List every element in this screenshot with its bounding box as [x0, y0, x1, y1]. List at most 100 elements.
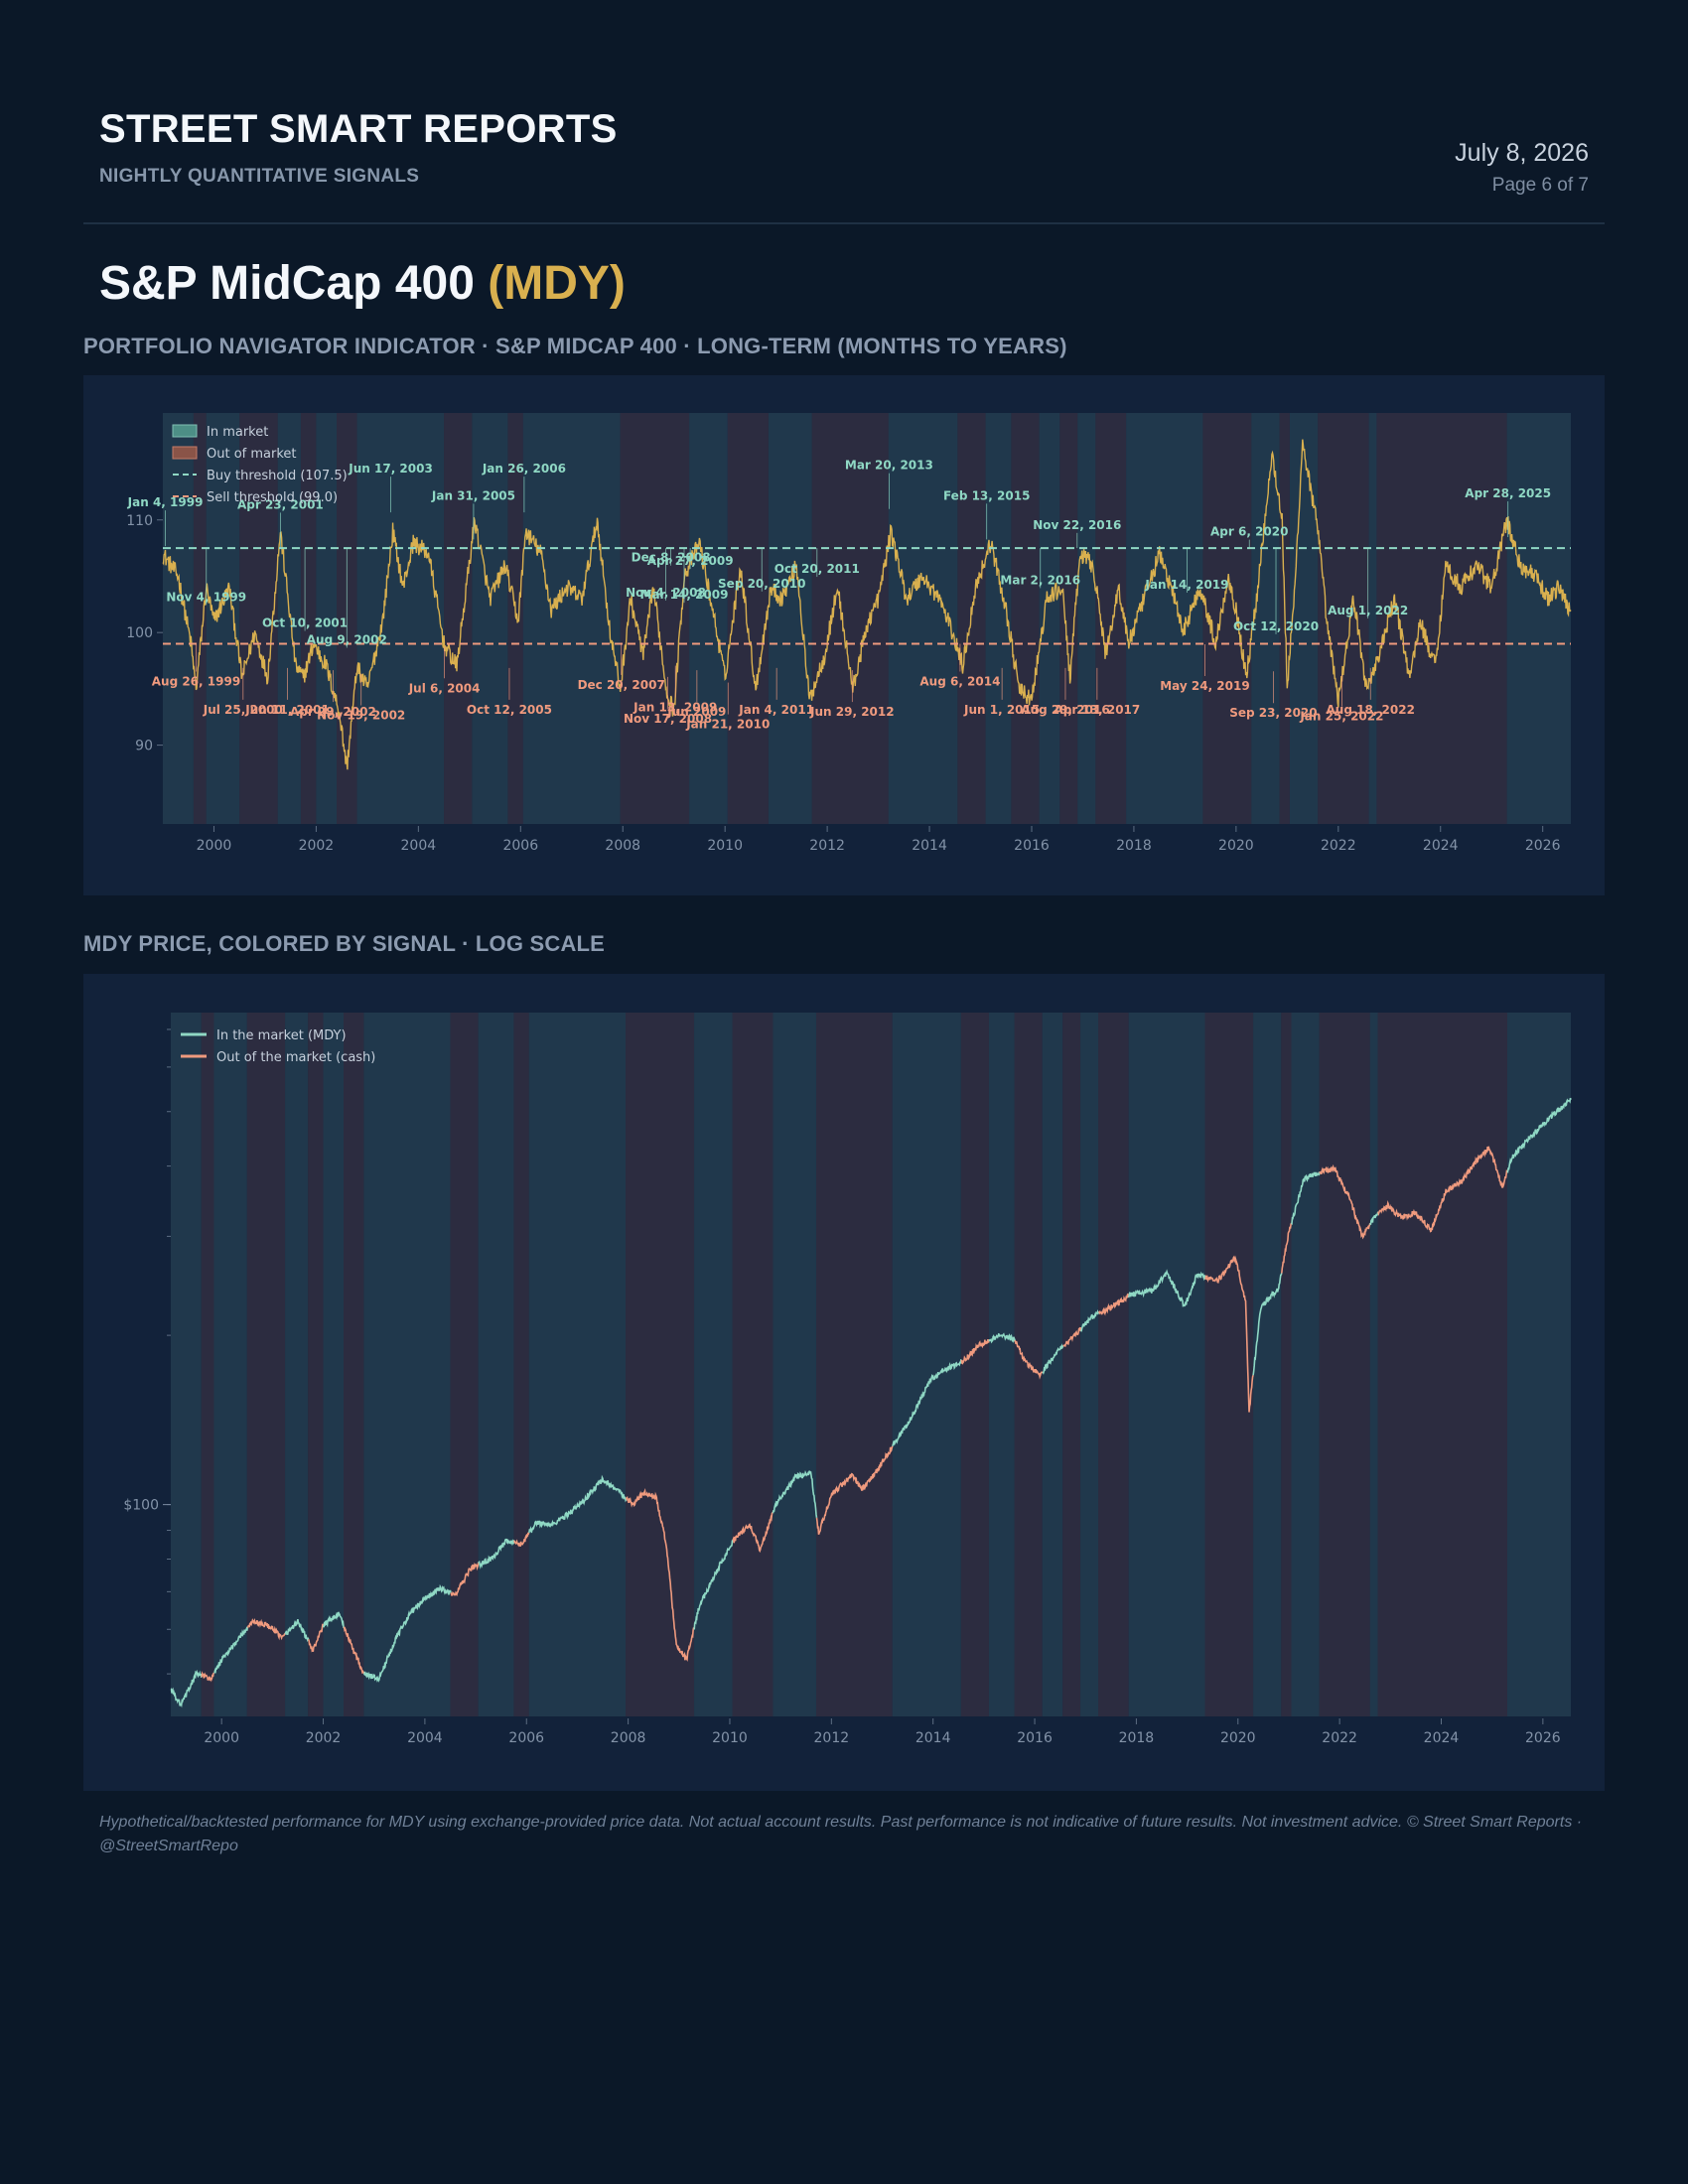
signal-annotation-sell: Aug 18, 2022: [1327, 703, 1415, 717]
indicator-out-market-band: [957, 413, 986, 824]
price-in-market-band: [171, 1013, 202, 1716]
price-line-in-market: [284, 1618, 310, 1643]
indicator-x-tick-label: 2022: [1321, 838, 1356, 854]
indicator-in-market-band: [277, 413, 301, 824]
price-x-tick-label: 2014: [915, 1730, 951, 1746]
indicator-x-tick-label: 2026: [1525, 838, 1561, 854]
price-in-market-band: [1128, 1013, 1205, 1716]
price-line-out-of-market: [513, 1532, 530, 1548]
legend-label: In the market (MDY): [216, 1028, 347, 1043]
price-out-market-band: [960, 1013, 989, 1716]
price-out-market-band: [201, 1013, 214, 1716]
legend-label: In market: [207, 425, 268, 440]
price-legend: In the market (MDY) Out of the market (ca…: [181, 1028, 375, 1065]
price-line-in-market: [1506, 1097, 1572, 1173]
price-y-tick-label: $100: [123, 1498, 159, 1514]
indicator-line: [162, 439, 1572, 770]
indicator-x-tick-label: 2010: [707, 838, 743, 854]
price-in-market-band: [694, 1013, 733, 1716]
indicator-in-market-band: [1506, 413, 1571, 824]
price-line-out-of-market: [246, 1617, 286, 1641]
signal-annotation-buy: Jan 14, 2019: [1144, 578, 1228, 592]
price-line-out-of-market: [1204, 1255, 1254, 1413]
signal-annotation-buy: Apr 28, 2025: [1465, 486, 1551, 500]
indicator-in-market-band: [1039, 413, 1060, 824]
price-line-in-market: [892, 1359, 962, 1447]
report-header: STREET SMART REPORTS NIGHTLY QUANTITATIV…: [99, 107, 1589, 206]
indicator-panel: 90 100 110 2000 2002 2004 2006 2008 2010 2012 2014…: [83, 375, 1605, 895]
indicator-x-tick-label: 2014: [912, 838, 947, 854]
indicator-x-tick-label: 2016: [1014, 838, 1050, 854]
price-out-market-band: [246, 1013, 286, 1716]
price-out-market-band: [1377, 1013, 1508, 1716]
signal-annotation-sell: Oct 12, 2005: [467, 703, 552, 717]
signal-annotation-buy: Jan 31, 2005: [431, 488, 515, 502]
signal-annotation-buy: Jan 26, 2006: [482, 462, 566, 476]
signal-annotation-sell: Jun 1, 2015: [963, 703, 1040, 717]
signal-annotation-sell: Dec 20, 2007: [578, 678, 665, 692]
signal-annotation-sell: Aug 26, 1999: [152, 674, 240, 688]
legend-label: Buy threshold (107.5): [207, 469, 348, 483]
signal-annotation-sell: Nov 19, 2002: [317, 709, 405, 723]
signal-annotation-sell: Jan 13, 2009: [633, 701, 717, 715]
price-line-in-market: [693, 1540, 734, 1630]
legend-label: Out of market: [207, 447, 297, 462]
price-line-in-market: [528, 1474, 628, 1534]
price-line-in-market: [478, 1538, 515, 1570]
header-divider: [83, 222, 1605, 224]
price-x-tick-label: 2000: [204, 1730, 239, 1746]
signal-annotation-sell: Jan 25, 2022: [1299, 710, 1383, 724]
indicator-x-tick-label: 2006: [502, 838, 538, 854]
price-line-out-of-market: [450, 1562, 480, 1597]
indicator-out-market-band: [300, 413, 317, 824]
price-out-market-band: [308, 1013, 324, 1716]
signal-annotation-sell: Apr 29, 2002: [290, 705, 376, 719]
signal-annotation-sell: Jan 21, 2010: [685, 718, 770, 732]
price-line-out-of-market: [307, 1623, 325, 1653]
page-title: S&P MidCap 400 (MDY): [99, 256, 626, 311]
price-plot-area: [171, 1013, 1571, 1716]
price-out-market-band: [1204, 1013, 1254, 1716]
indicator-x-tick-label: 2008: [605, 838, 640, 854]
legend-label: Out of the market (cash): [216, 1050, 375, 1065]
price-in-market-band: [528, 1013, 627, 1716]
indicator-in-market-band: [1077, 413, 1096, 824]
signal-annotation-buy: Apr 6, 2020: [1210, 525, 1288, 539]
signal-annotation-buy: Feb 13, 2015: [943, 488, 1030, 502]
price-line-out-of-market: [732, 1511, 774, 1554]
price-line-in-market: [213, 1626, 249, 1674]
price-x-tick-label: 2012: [814, 1730, 850, 1746]
price-in-market-band: [892, 1013, 961, 1716]
price-out-market-band: [513, 1013, 529, 1716]
price-line-in-market: [1252, 1273, 1283, 1376]
price-out-market-band: [732, 1013, 774, 1716]
signal-annotation-sell: Sep 23, 2020: [1229, 706, 1317, 720]
price-section-label: MDY PRICE, COLORED BY SIGNAL · LOG SCALE: [83, 931, 606, 956]
signal-annotation-sell: Nov 17, 2008: [624, 712, 712, 726]
indicator-in-market-band: [356, 413, 445, 824]
signal-annotation-buy: Mar 20, 2013: [845, 459, 933, 473]
price-line-out-of-market: [815, 1445, 894, 1535]
price-in-market-band: [363, 1013, 451, 1716]
indicator-out-market-band: [239, 413, 278, 824]
price-in-market-band: [285, 1013, 309, 1716]
price-line-out-of-market: [1281, 1222, 1293, 1274]
price-line-in-market: [170, 1669, 203, 1708]
indicator-out-market-band: [1059, 413, 1078, 824]
signal-annotation-buy: Jan 4, 1999: [127, 495, 204, 509]
price-line-out-of-market: [201, 1671, 215, 1683]
price-out-market-band: [1098, 1013, 1129, 1716]
price-x-tick-label: 2024: [1424, 1730, 1460, 1746]
price-x-tick-label: 2016: [1017, 1730, 1053, 1746]
disclaimer: Hypothetical/backtested performance for …: [99, 1814, 1583, 1854]
price-line-out-of-market: [1014, 1339, 1044, 1380]
price-line-out-of-market: [343, 1626, 365, 1675]
signal-annotation-buy: Nov 22, 2016: [1033, 518, 1121, 532]
indicator-x-tick-label: 2004: [401, 838, 437, 854]
price-in-market-band: [213, 1013, 247, 1716]
price-x-tick-label: 2020: [1220, 1730, 1256, 1746]
signal-annotation-sell: Aug 29, 2016: [1021, 703, 1109, 717]
indicator-out-market-band: [620, 413, 690, 824]
indicator-x-tick-label: 2000: [197, 838, 232, 854]
signal-annotation-sell: Jul 25, 2000: [203, 703, 283, 717]
